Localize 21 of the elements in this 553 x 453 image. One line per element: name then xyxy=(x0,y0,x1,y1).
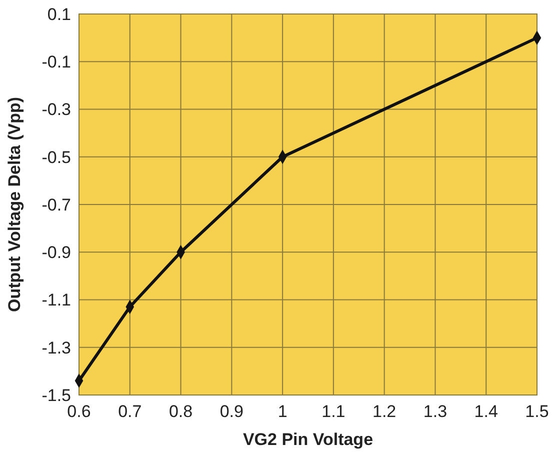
x-tick-label: 0.9 xyxy=(220,402,244,421)
y-tick-label: -0.5 xyxy=(42,148,71,167)
x-tick-label: 1.1 xyxy=(322,402,346,421)
y-tick-label: -0.7 xyxy=(42,195,71,214)
y-tick-label: 0.1 xyxy=(47,4,71,24)
x-tick-label: 1.5 xyxy=(525,402,549,421)
x-tick-label: 1.2 xyxy=(372,402,396,421)
x-tick-label: 1 xyxy=(278,402,288,421)
y-axis-title: Output Voltage Delta (Vpp) xyxy=(5,96,24,312)
y-tick-label: -0.9 xyxy=(42,243,71,262)
x-axis-title: VG2 Pin Voltage xyxy=(242,430,374,449)
y-tick-label: -0.1 xyxy=(42,52,71,72)
x-tick-label: 1.4 xyxy=(474,402,498,421)
x-tick-label: 1.3 xyxy=(423,402,448,421)
y-tick-label: -1.3 xyxy=(42,338,71,358)
x-tick-label: 0.7 xyxy=(118,402,142,421)
y-tick-label: -1.1 xyxy=(42,290,71,310)
y-tick-label: -0.3 xyxy=(42,100,71,120)
x-tick-label: 0.6 xyxy=(67,402,91,421)
y-tick-label: -1.5 xyxy=(42,386,71,405)
x-tick-label: 0.8 xyxy=(168,402,193,421)
